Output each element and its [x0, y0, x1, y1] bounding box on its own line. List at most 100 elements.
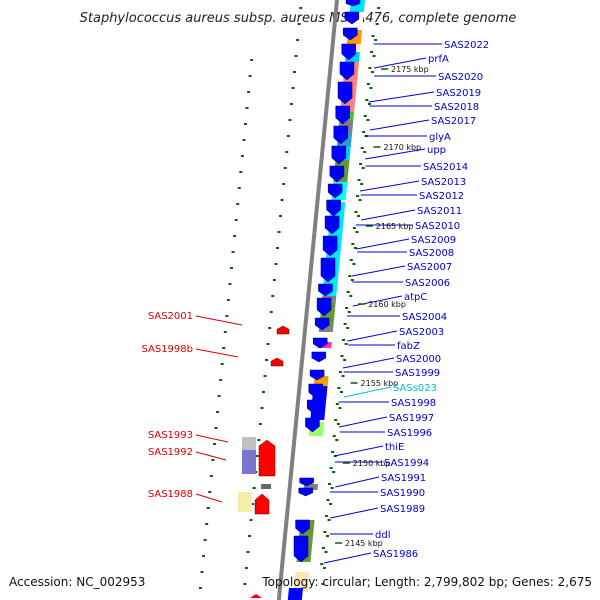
reverse-gene-arrow: [341, 43, 356, 61]
reverse-gene-arrow: [287, 588, 303, 600]
gene-label[interactable]: SAS2014: [423, 162, 468, 173]
leader-line: [369, 119, 430, 131]
gene-label[interactable]: SAS1990: [380, 488, 425, 499]
gene-label[interactable]: SAS2001: [148, 311, 193, 322]
reverse-gene-arrow: [293, 535, 309, 563]
gene-label[interactable]: SAS2022: [444, 40, 489, 51]
topology-text: Topology: circular; Length: 2,799,802 bp…: [261, 575, 592, 589]
reverse-gene-arrow: [322, 235, 338, 257]
leader-line: [195, 493, 223, 503]
backbone: [276, 0, 339, 600]
gene-label[interactable]: SAS1986: [373, 549, 418, 560]
leader-line: [195, 451, 227, 461]
gene-label[interactable]: SAS1998: [391, 398, 436, 409]
feature-band: [293, 572, 310, 592]
gene-label[interactable]: SAS1999: [395, 368, 440, 379]
gene-label[interactable]: SAS2011: [417, 206, 462, 217]
gene-label[interactable]: SAS1989: [380, 504, 425, 515]
gene-label[interactable]: SAS1996: [387, 428, 432, 439]
gene-label[interactable]: SAS2004: [402, 312, 447, 323]
leader-line: [361, 209, 416, 221]
gene-label[interactable]: ddl: [375, 530, 390, 541]
feature-block: [238, 492, 252, 512]
gene-label[interactable]: SAS2006: [405, 278, 450, 289]
leader-line: [342, 357, 395, 369]
reverse-gene-arrow: [344, 11, 360, 25]
reverse-gene-arrow: [324, 215, 340, 235]
backbone-line: [276, 0, 339, 600]
reverse-gene-arrow: [333, 125, 349, 145]
reverse-gene-arrow: [314, 317, 330, 331]
forward-gene-arrow: [276, 325, 290, 335]
gene-label[interactable]: SAS2008: [409, 248, 454, 259]
gene-label[interactable]: upp: [427, 145, 446, 156]
reverse-gene-arrow: [312, 337, 328, 349]
gene-label[interactable]: SAS2003: [399, 327, 444, 338]
gene-label[interactable]: SAS2007: [407, 262, 452, 273]
gene-label[interactable]: SAS2000: [396, 354, 441, 365]
reverse-gene-arrow: [331, 145, 347, 165]
forward-gene-arrow: [254, 493, 270, 515]
gene-label[interactable]: glyA: [429, 132, 451, 143]
gene-label[interactable]: fabZ: [397, 341, 420, 352]
gene-label[interactable]: SAS1998b: [141, 344, 193, 355]
leader-line: [330, 507, 379, 519]
gene-arrows: [250, 0, 361, 600]
gene-label[interactable]: SASs023: [393, 383, 437, 394]
ticks-layer: [198, 7, 381, 589]
reverse-gene-arrow: [298, 487, 313, 497]
scale-label: 2155 kbp: [361, 379, 399, 388]
reverse-gene-arrow: [337, 81, 353, 105]
gene-label[interactable]: SAS2012: [419, 191, 464, 202]
gene-label[interactable]: SAS1992: [148, 447, 193, 458]
map-title: Staphylococcus aureus subsp. aureus MSSA…: [80, 11, 517, 26]
gene-label[interactable]: prfA: [428, 54, 449, 65]
gene-labels: SAS2022 prfA SAS2020 SAS2019 SAS2018 SAS2017 g…: [141, 40, 489, 560]
reverse-gene-arrow: [305, 417, 320, 433]
leader-line: [335, 476, 380, 488]
scale-label: 2165 kbp: [376, 222, 414, 231]
forward-gene-arrow: [270, 357, 284, 367]
leader-line: [195, 315, 243, 326]
gene-label[interactable]: SAS1997: [389, 413, 434, 424]
reverse-gene-arrow: [309, 369, 325, 381]
scale-label: 2175 kbp: [391, 65, 429, 74]
leader-line: [368, 91, 435, 103]
reverse-gene-arrow: [327, 183, 343, 199]
reverse-gene-arrow: [316, 297, 332, 317]
gene-label[interactable]: SAS2018: [434, 102, 479, 113]
feature-block: [242, 450, 256, 474]
gene-label[interactable]: SAS1994: [384, 458, 429, 469]
leader-line: [373, 57, 427, 69]
gene-label[interactable]: SAS2009: [411, 235, 456, 246]
leader-line: [343, 386, 392, 398]
label-leaders: [195, 43, 442, 564]
gene-label[interactable]: SAS2017: [431, 116, 476, 127]
gene-label[interactable]: SAS1988: [148, 489, 193, 500]
leader-line: [351, 265, 406, 277]
gene-label[interactable]: SAS1991: [381, 473, 426, 484]
reverse-gene-arrow: [306, 399, 322, 415]
scale-labels: 2175 kbp 2170 kbp 2165 kbp 2160 kbp 2155 kbp…: [335, 65, 429, 548]
accession-text: Accession: NC_002953: [9, 575, 145, 589]
reverse-gene-arrow: [335, 105, 350, 125]
gene-label[interactable]: SAS2010: [415, 221, 460, 232]
forward-gene-arrow: [258, 439, 276, 477]
gene-label[interactable]: SAS2019: [436, 88, 481, 99]
gene-label[interactable]: SAS2020: [438, 72, 483, 83]
gene-label[interactable]: thiE: [385, 442, 404, 453]
feature-block: [242, 437, 256, 450]
leader-line: [195, 348, 239, 358]
scale-label: 2170 kbp: [383, 143, 421, 152]
leader-line: [359, 180, 420, 192]
gene-label[interactable]: SAS2013: [421, 177, 466, 188]
forward-gene-arrow: [250, 594, 262, 598]
reverse-gene-arrow: [320, 257, 336, 283]
gene-label[interactable]: SAS1993: [148, 430, 193, 441]
reverse-gene-arrow: [343, 27, 358, 41]
scale-label: 2160 kbp: [368, 300, 406, 309]
leader-line: [347, 330, 398, 342]
gene-label[interactable]: atpC: [404, 292, 427, 303]
feature-block: [261, 484, 272, 489]
